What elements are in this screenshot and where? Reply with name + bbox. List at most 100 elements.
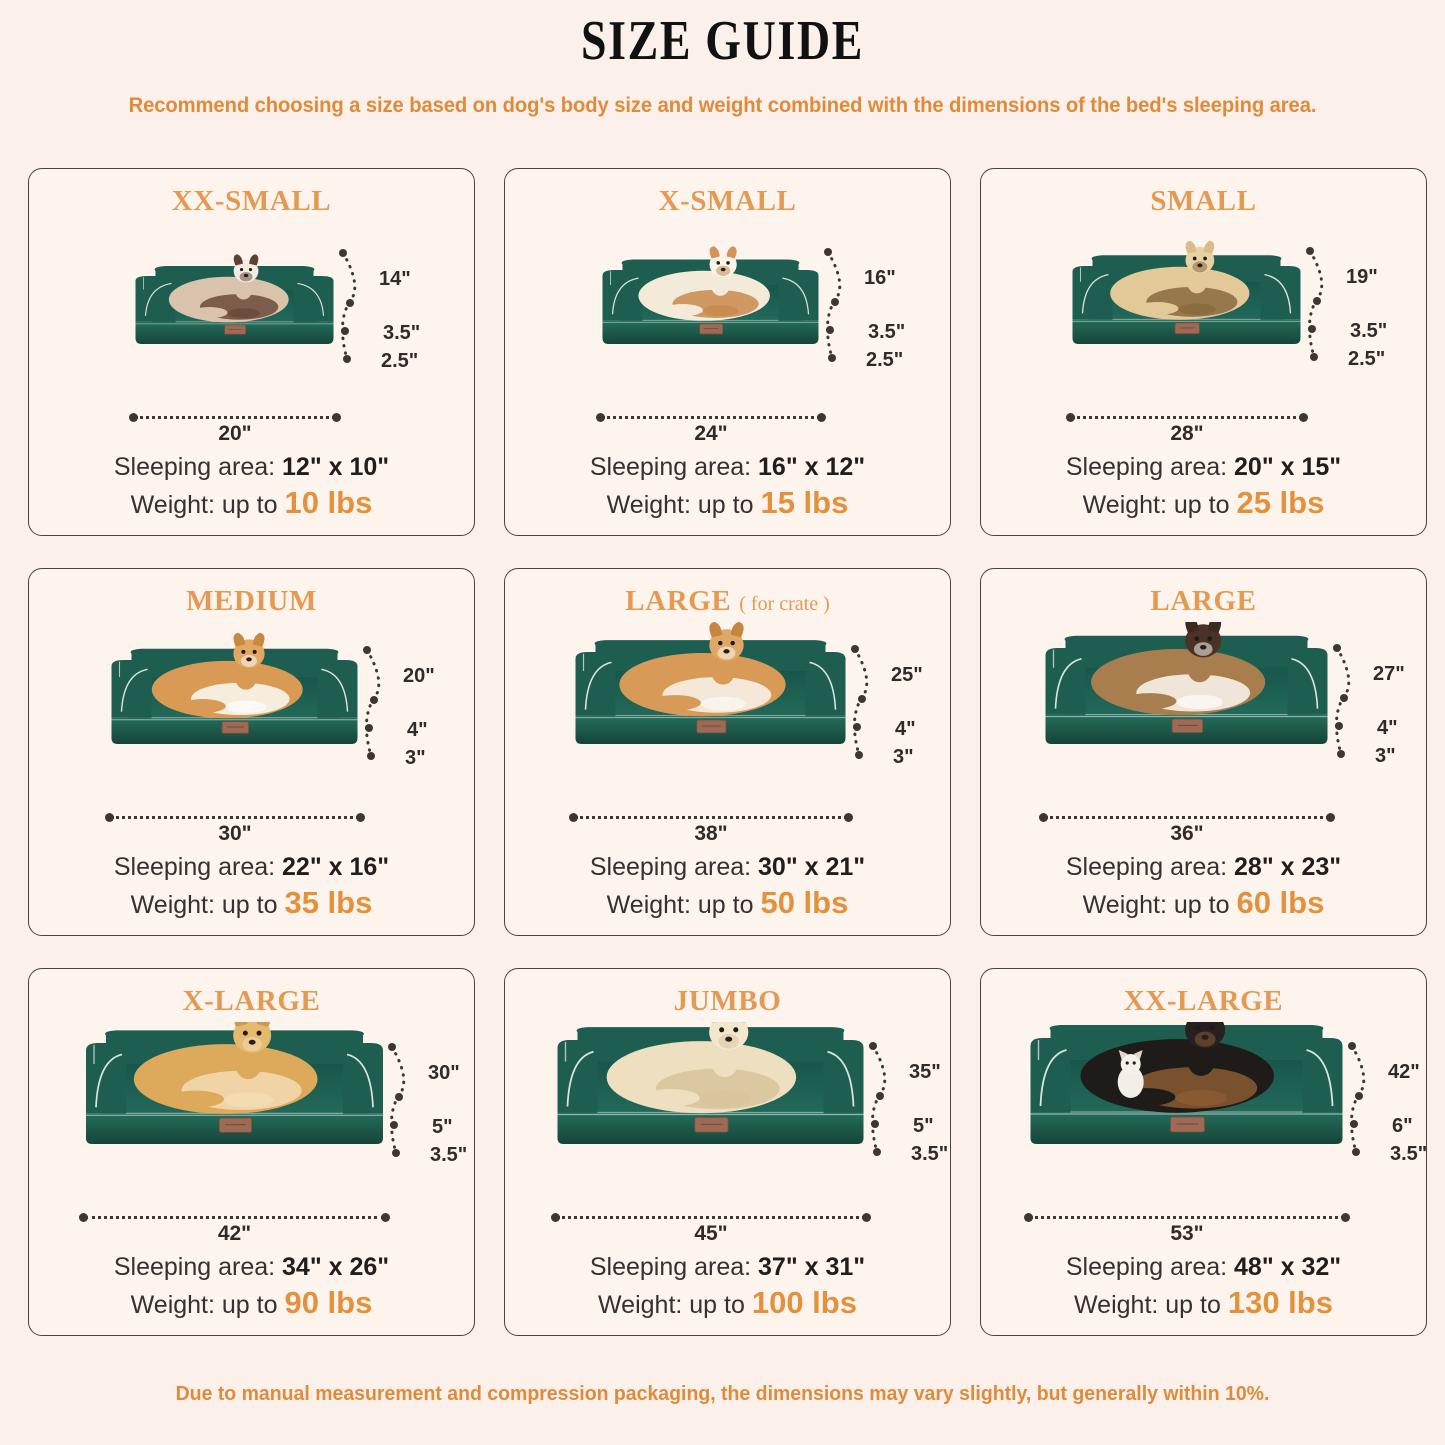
weight-limit-value: 100 lbs <box>751 1285 857 1321</box>
width-ruler: 20" <box>129 410 341 448</box>
size-card-specs: Sleeping area: 16" x 12" Weight: up to 1… <box>505 451 950 523</box>
size-card[interactable]: LARGE <box>980 568 1427 936</box>
weight-line: Weight: up to 25 lbs <box>981 483 1426 523</box>
size-card[interactable]: X-SMALL <box>504 168 951 536</box>
total-height-value: 25" <box>891 664 923 686</box>
bed-illustration: 30" 5" 3.5" <box>29 1022 474 1210</box>
size-name: X-SMALL <box>658 185 797 217</box>
bed-width-value: 30" <box>218 822 252 845</box>
bed-width-value: 42" <box>217 1222 252 1245</box>
footer-disclaimer: Due to manual measurement and compressio… <box>175 1382 1270 1405</box>
base-height-value: 3" <box>1375 745 1396 767</box>
size-name: XX-LARGE <box>1123 985 1284 1017</box>
sleeping-area-value: 48" x 32" <box>1234 1253 1342 1282</box>
sleeping-area-value: 20" x 15" <box>1234 453 1342 482</box>
size-card-specs: Sleeping area: 28" x 23" Weight: up to 6… <box>981 851 1426 923</box>
sleeping-area-value: 22" x 16" <box>282 853 390 882</box>
sleeping-area-value: 34" x 26" <box>282 1253 390 1282</box>
width-ruler: 28" <box>1066 410 1308 448</box>
total-height-value: 27" <box>1373 663 1405 685</box>
size-card[interactable]: SMALL <box>980 168 1427 536</box>
size-card-title: XX-LARGE <box>981 985 1426 1018</box>
bed-illustration: 35" 5" 3.5" <box>505 1022 950 1210</box>
bolster-height-value: 6" <box>1392 1115 1413 1137</box>
bolster-height-value: 5" <box>913 1115 934 1137</box>
weight-line: Weight: up to 10 lbs <box>29 483 474 523</box>
total-height-value: 20" <box>403 665 435 687</box>
page-title: SIZE GUIDE <box>580 10 865 72</box>
sleeping-area-label: Sleeping area: <box>589 1253 759 1282</box>
total-height-value: 30" <box>428 1062 460 1084</box>
weight-qualifier: up to <box>1173 891 1237 920</box>
weight-qualifier: up to <box>1165 1291 1228 1320</box>
weight-label: Weight: <box>1082 891 1174 920</box>
weight-label: Weight: <box>1074 1291 1166 1320</box>
bed-illustration: 27" 4" 3" <box>981 622 1426 810</box>
sleeping-area-line: Sleeping area: 16" x 12" <box>505 451 950 483</box>
weight-limit-value: 35 lbs <box>284 885 373 921</box>
bed-width-value: 53" <box>1170 1222 1204 1245</box>
bolster-height-value: 3.5" <box>868 321 906 343</box>
weight-line: Weight: up to 90 lbs <box>29 1283 474 1323</box>
base-height-value: 3" <box>405 747 426 769</box>
sleeping-area-label: Sleeping area: <box>113 1253 283 1282</box>
weight-line: Weight: up to 35 lbs <box>29 883 474 923</box>
sleeping-area-label: Sleeping area: <box>1065 1253 1235 1282</box>
bed-illustration: 42" 6" 3.5" <box>981 1022 1426 1210</box>
width-ruler: 36" <box>1039 810 1335 848</box>
weight-line: Weight: up to 60 lbs <box>981 883 1426 923</box>
page-subtitle: Recommend choosing a size based on dog's… <box>128 92 1317 117</box>
weight-limit-value: 90 lbs <box>284 1285 373 1321</box>
bolster-height-value: 4" <box>407 719 428 741</box>
weight-limit-value: 130 lbs <box>1227 1285 1333 1321</box>
base-height-value: 3.5" <box>911 1143 949 1165</box>
size-card[interactable]: MEDIUM <box>28 568 475 936</box>
bed-illustration: 25" 4" 3" <box>505 622 950 810</box>
size-card-title: LARGE ( for crate ) <box>505 585 950 618</box>
weight-qualifier: up to <box>1173 491 1237 520</box>
size-card[interactable]: LARGE ( for crate ) <box>504 568 951 936</box>
weight-qualifier: up to <box>221 491 285 520</box>
sleeping-area-line: Sleeping area: 48" x 32" <box>981 1251 1426 1283</box>
weight-limit-value: 50 lbs <box>760 885 849 921</box>
size-name: XX-SMALL <box>171 185 332 217</box>
size-name: X-LARGE <box>182 985 321 1017</box>
sleeping-area-label: Sleeping area: <box>113 853 283 882</box>
base-height-value: 3.5" <box>430 1144 468 1166</box>
size-card[interactable]: XX-LARGE <box>980 968 1427 1336</box>
total-height-value: 16" <box>864 267 896 289</box>
weight-label: Weight: <box>130 491 222 520</box>
bed-width-value: 45" <box>694 1222 728 1245</box>
size-card-specs: Sleeping area: 30" x 21" Weight: up to 5… <box>505 851 950 923</box>
base-height-value: 2.5" <box>1348 348 1386 370</box>
sleeping-area-label: Sleeping area: <box>1065 453 1235 482</box>
size-card-title: SMALL <box>981 185 1426 218</box>
bed-illustration: 20" 4" 3" <box>29 622 474 810</box>
size-card[interactable]: XX-SMALL <box>28 168 475 536</box>
size-name: LARGE <box>1150 585 1257 617</box>
sleeping-area-line: Sleeping area: 12" x 10" <box>29 451 474 483</box>
size-card[interactable]: X-LARGE <box>28 968 475 1336</box>
bed-width-value: 28" <box>1170 422 1204 445</box>
weight-limit-value: 25 lbs <box>1236 485 1325 521</box>
bed-illustration: 19" 3.5" 2.5" <box>981 222 1426 410</box>
width-ruler: 45" <box>551 1210 871 1248</box>
bed-illustration: 16" 3.5" 2.5" <box>505 222 950 410</box>
sleeping-area-label: Sleeping area: <box>1065 853 1235 882</box>
weight-label: Weight: <box>1082 491 1174 520</box>
bolster-height-value: 4" <box>1377 717 1398 739</box>
size-card-title: MEDIUM <box>29 585 474 618</box>
sleeping-area-value: 16" x 12" <box>758 453 866 482</box>
size-name: LARGE <box>625 585 732 617</box>
bolster-height-value: 5" <box>432 1116 453 1138</box>
size-card-title: X-LARGE <box>29 985 474 1018</box>
size-card-title: LARGE <box>981 585 1426 618</box>
weight-qualifier: up to <box>697 891 761 920</box>
size-card-specs: Sleeping area: 37" x 31" Weight: up to 1… <box>505 1251 950 1323</box>
total-height-value: 35" <box>909 1061 941 1083</box>
base-height-value: 3.5" <box>1390 1143 1427 1165</box>
bed-illustration: 14" 3.5" 2.5" <box>29 222 474 410</box>
sleeping-area-line: Sleeping area: 28" x 23" <box>981 851 1426 883</box>
size-card-specs: Sleeping area: 20" x 15" Weight: up to 2… <box>981 451 1426 523</box>
size-card[interactable]: JUMBO <box>504 968 951 1336</box>
